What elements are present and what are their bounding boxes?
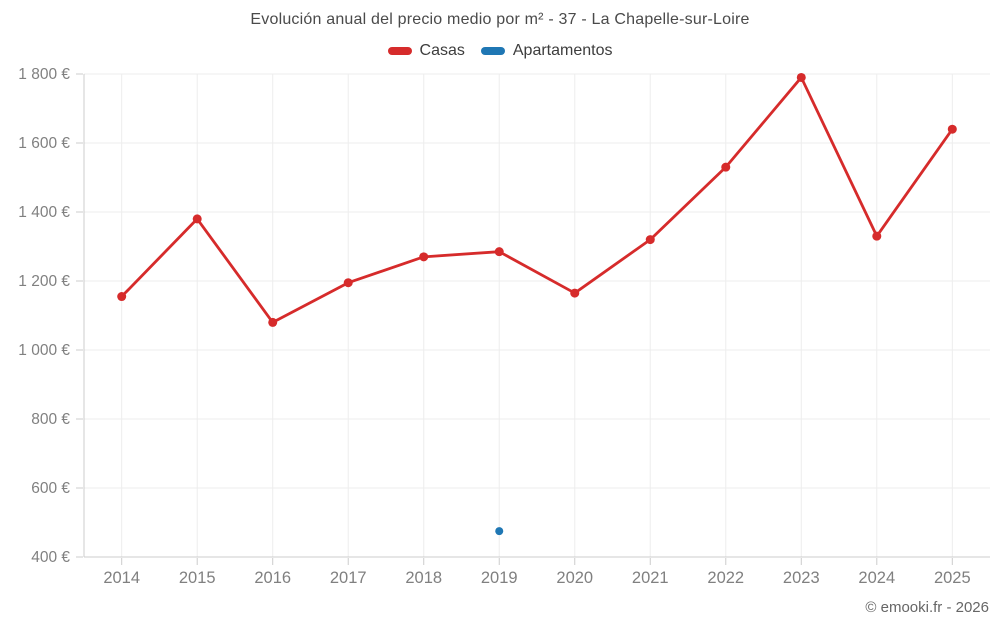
x-tick-label: 2024 xyxy=(858,569,895,587)
chart-title: Evolución anual del precio medio por m² … xyxy=(250,11,750,28)
data-point-casas xyxy=(343,278,353,288)
x-tick-label: 2025 xyxy=(934,569,971,587)
data-point-casas xyxy=(645,235,655,245)
data-point-casas xyxy=(192,214,202,224)
y-tick-label: 400 € xyxy=(31,549,70,566)
x-tick-label: 2022 xyxy=(707,569,744,587)
data-point-casas xyxy=(117,292,127,302)
y-tick-label: 1 000 € xyxy=(18,342,70,359)
y-tick-label: 1 400 € xyxy=(18,204,70,221)
legend-label-apartamentos: Apartamentos xyxy=(512,42,613,59)
casas-swatch-icon xyxy=(387,47,412,55)
x-tick-label: 2015 xyxy=(179,569,216,587)
data-point-casas xyxy=(947,124,957,134)
data-point-casas xyxy=(721,162,731,172)
y-tick-label: 1 800 € xyxy=(18,66,70,83)
data-point-casas xyxy=(419,252,429,262)
legend-item-casas: Casas xyxy=(387,42,465,60)
x-tick-label: 2014 xyxy=(103,569,140,587)
data-point-apartamentos xyxy=(495,527,504,536)
y-tick-label: 1 200 € xyxy=(18,273,70,290)
x-tick-label: 2018 xyxy=(405,569,442,587)
x-tick-label: 2019 xyxy=(481,569,518,587)
y-tick-label: 1 600 € xyxy=(18,135,70,152)
x-tick-label: 2023 xyxy=(783,569,820,587)
data-point-casas xyxy=(494,247,504,257)
legend-label-casas: Casas xyxy=(419,42,465,59)
y-tick-label: 600 € xyxy=(31,480,70,497)
copyright-footer: © emooki.fr - 2026 xyxy=(865,599,989,616)
x-tick-label: 2017 xyxy=(330,569,367,587)
data-point-casas xyxy=(796,72,806,82)
x-tick-label: 2020 xyxy=(556,569,593,587)
data-point-casas xyxy=(872,231,882,241)
y-tick-label: 800 € xyxy=(31,411,70,428)
data-point-casas xyxy=(268,317,278,327)
apartamentos-swatch-icon xyxy=(480,47,505,55)
x-tick-label: 2016 xyxy=(254,569,291,587)
chart-legend: Casas Apartamentos xyxy=(0,42,1000,60)
legend-item-apartamentos: Apartamentos xyxy=(480,42,613,60)
x-tick-label: 2021 xyxy=(632,569,669,587)
data-point-casas xyxy=(570,288,580,298)
series-line-casas xyxy=(120,76,954,324)
